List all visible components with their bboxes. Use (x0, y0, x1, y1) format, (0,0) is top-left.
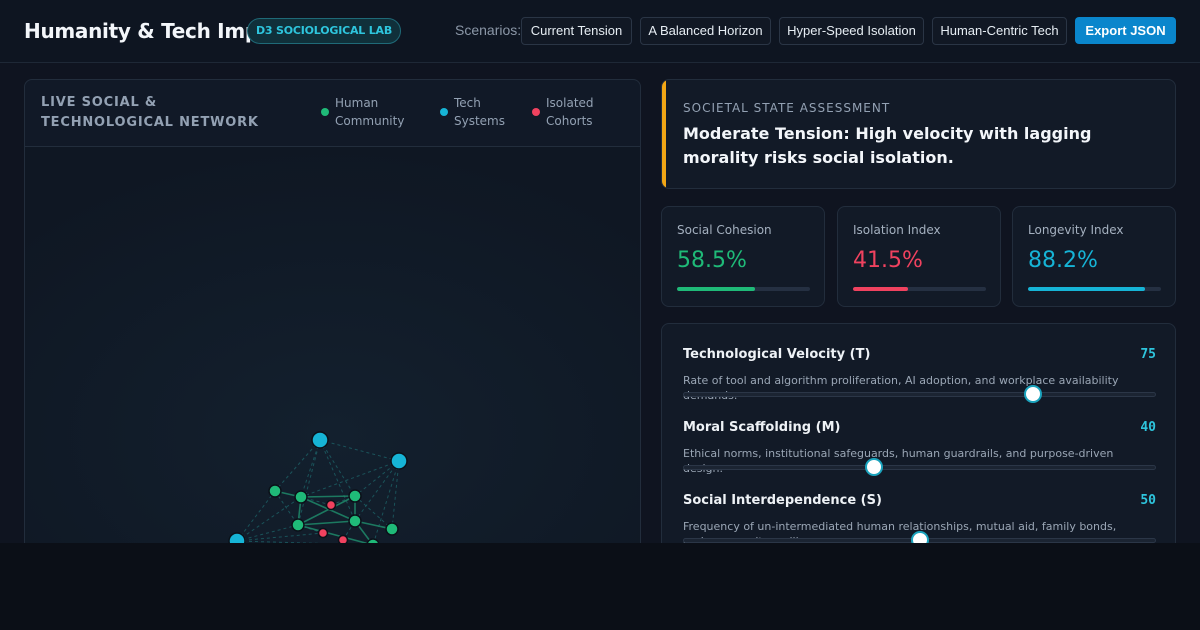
assessment-text: Moderate Tension: High velocity with lag… (683, 124, 1092, 167)
network-link (319, 439, 356, 497)
human-community-node[interactable] (294, 490, 308, 504)
network-link (236, 532, 324, 542)
legend-dot-tech (440, 108, 448, 116)
metric-progress-track (1028, 287, 1161, 291)
metric-card-longevity-index: Longevity Index 88.2% (1012, 206, 1176, 307)
slider-thumb[interactable] (910, 531, 929, 543)
network-link (300, 439, 321, 498)
slider-description: Rate of tool and algorithm proliferation… (683, 374, 1119, 402)
app-viewport: Humanity & Tech Impact D3 SOCIOLOGICAL L… (0, 0, 1200, 543)
network-title: LIVE SOCIAL & TECHNOLOGICAL NETWORK (41, 95, 259, 130)
human-community-node[interactable] (348, 489, 362, 503)
scenario-button-hyper-speed-isolation[interactable]: Hyper-Speed Isolation (779, 17, 924, 45)
metric-card-social-cohesion: Social Cohesion 58.5% (661, 206, 825, 307)
lab-badge: D3 SOCIOLOGICAL LAB (247, 18, 402, 44)
scenarios-label: Scenarios: (455, 22, 522, 38)
network-link (354, 495, 393, 530)
legend-item-isolated-cohorts: Isolated Cohorts (532, 94, 612, 130)
tech-system-node[interactable] (311, 431, 329, 449)
network-link (330, 495, 356, 506)
network-link (236, 524, 299, 542)
human-community-node[interactable] (366, 538, 380, 543)
human-community-node[interactable] (385, 522, 399, 536)
legend-label: Isolated Cohorts (546, 96, 594, 128)
network-nodes (228, 431, 408, 544)
slider-track[interactable] (683, 465, 1156, 470)
legend-item-human-community: Human Community (321, 94, 405, 130)
network-background (25, 147, 640, 543)
metric-progress-fill (853, 287, 909, 291)
slider-thumb[interactable] (1024, 385, 1043, 403)
societal-assessment-card: SOCIETAL STATE ASSESSMENT Moderate Tensi… (661, 79, 1176, 189)
network-link (319, 439, 400, 462)
metric-value: 41.5% (853, 248, 923, 273)
scenario-button-balanced-horizon[interactable]: A Balanced Horizon (640, 17, 771, 45)
network-link (391, 460, 400, 530)
network-link (274, 439, 321, 492)
network-link (297, 520, 356, 526)
slider-value: 50 (1140, 493, 1156, 508)
metric-progress-track (853, 287, 986, 291)
legend-label: Tech Systems (454, 96, 505, 128)
metric-value: 88.2% (1028, 248, 1098, 273)
network-link (297, 495, 356, 526)
legend-dot-isolated (532, 108, 540, 116)
network-link (236, 496, 302, 542)
metric-progress-fill (1028, 287, 1146, 291)
isolated-cohort-node[interactable] (317, 527, 329, 539)
assessment-accent-bar (662, 80, 666, 188)
network-link (319, 439, 356, 522)
metric-card-isolation-index: Isolation Index 41.5% (837, 206, 1001, 307)
legend-dot-human (321, 108, 329, 116)
app-header: Humanity & Tech Impact D3 SOCIOLOGICAL L… (0, 0, 1200, 63)
network-graph[interactable] (25, 147, 640, 543)
scenario-button-current-tension[interactable]: Current Tension (521, 17, 632, 45)
network-link (373, 460, 400, 543)
human-community-node[interactable] (291, 518, 305, 532)
metric-label: Longevity Index (1028, 223, 1124, 237)
metric-progress-fill (677, 287, 755, 291)
parameter-sliders-panel: Technological Velocity (T) 75 Rate of to… (661, 323, 1176, 543)
assessment-label: SOCIETAL STATE ASSESSMENT (683, 101, 891, 115)
isolated-cohort-node[interactable] (325, 499, 337, 511)
slider-value: 40 (1140, 420, 1156, 435)
metric-label: Social Cohesion (677, 223, 772, 237)
export-json-button[interactable]: Export JSON (1075, 17, 1176, 44)
tech-system-node[interactable] (228, 532, 246, 543)
slider-label: Moral Scaffolding (M) (683, 420, 841, 435)
network-panel-header: LIVE SOCIAL & TECHNOLOGICAL NETWORK Huma… (25, 80, 640, 147)
network-link (297, 439, 321, 526)
tech-system-node[interactable] (390, 452, 408, 470)
network-link (300, 495, 356, 498)
slider-track[interactable] (683, 392, 1156, 397)
network-links (236, 439, 400, 543)
network-link (297, 524, 369, 543)
metric-label: Isolation Index (853, 223, 941, 237)
slider-thumb[interactable] (865, 458, 883, 476)
slider-label: Social Interdependence (S) (683, 493, 882, 508)
scenario-button-human-centric-tech[interactable]: Human-Centric Tech (932, 17, 1067, 45)
isolated-cohort-node[interactable] (337, 534, 349, 544)
slider-label: Technological Velocity (T) (683, 347, 871, 362)
legend-item-tech-systems: Tech Systems (440, 94, 520, 130)
network-link (236, 490, 276, 542)
human-community-node[interactable] (268, 484, 282, 498)
network-link (274, 490, 299, 526)
human-community-node[interactable] (348, 514, 362, 528)
network-link (354, 460, 400, 522)
metric-progress-track (677, 287, 810, 291)
metric-value: 58.5% (677, 248, 747, 273)
legend-label: Human Community (335, 96, 405, 128)
slider-value: 75 (1140, 347, 1156, 362)
network-panel: LIVE SOCIAL & TECHNOLOGICAL NETWORK Huma… (24, 79, 641, 543)
slider-description: Ethical norms, institutional safeguards,… (683, 447, 1114, 475)
